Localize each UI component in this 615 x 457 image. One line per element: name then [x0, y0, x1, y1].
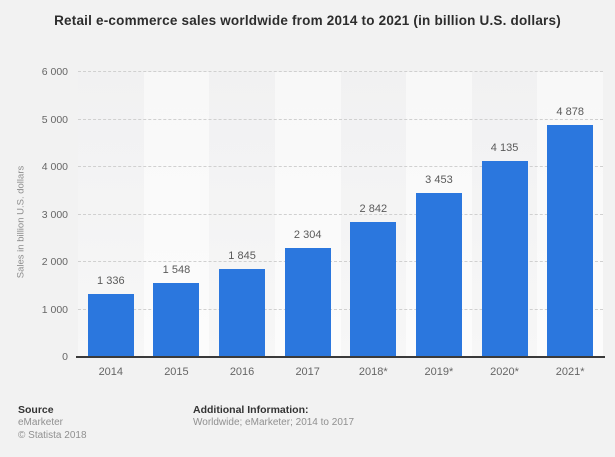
- source-line: eMarketer: [18, 417, 64, 428]
- x-tick-label: 2016: [229, 366, 255, 378]
- gridline: [78, 71, 603, 72]
- bar-value-label: 1 336: [97, 274, 125, 287]
- bar: [415, 192, 462, 357]
- chart-title: Retail e-commerce sales worldwide from 2…: [54, 13, 561, 28]
- gridline: [78, 261, 603, 262]
- footer-source-block: Source eMarketer © Statista 2018: [18, 404, 87, 442]
- category-cell: 1 845 2016: [209, 72, 275, 378]
- gridlines: [78, 71, 603, 357]
- y-tick-label: 0: [62, 351, 68, 363]
- footer-additional-block: Additional Information: Worldwide; eMark…: [193, 404, 354, 430]
- x-tick-label: 2020*: [490, 366, 519, 378]
- bar-value-label: 3 453: [425, 173, 453, 186]
- additional-information-heading: Additional Information:: [193, 404, 309, 416]
- gridline: [78, 213, 603, 215]
- gridline: [78, 166, 603, 167]
- bar-value-label: 1 548: [162, 264, 191, 277]
- plot-area: 1 336 2014 1 548 2015 1 845 2016 2 304 2017 2 84…: [78, 71, 603, 378]
- y-axis-tick-labels: 0 1 000 2 000 3 000 4 000 5 000 6 000: [0, 66, 68, 363]
- bar: [87, 293, 134, 357]
- x-tick-label: 2018*: [358, 366, 388, 378]
- category-cell: 2 842 2018*: [341, 72, 407, 378]
- category-cell: 3 453 2019*: [406, 72, 472, 378]
- x-tick-label: 2015: [164, 366, 189, 378]
- y-tick-label: 1 000: [41, 303, 68, 316]
- source-heading: Source: [18, 404, 54, 416]
- bar: [350, 222, 397, 357]
- gridline: [78, 118, 603, 120]
- gridline: [78, 308, 603, 310]
- category-cell: 2 304 2017: [275, 72, 341, 378]
- x-tick-label: 2021*: [555, 366, 585, 378]
- additional-information-line: Worldwide; eMarketer; 2014 to 2017: [193, 417, 355, 428]
- x-axis-line: [76, 356, 605, 358]
- bar: [219, 269, 266, 357]
- bar: [284, 247, 331, 357]
- bars-container: 1 336 2014 1 548 2015 1 845 2016 2 304 2017 2 84…: [78, 72, 603, 378]
- bar-value-label: 4 878: [556, 106, 584, 119]
- bar-value-label: 1 845: [228, 250, 256, 263]
- bar-value-label: 2 842: [359, 203, 388, 216]
- bar-value-label: 2 304: [293, 228, 322, 241]
- y-tick-label: 5 000: [41, 113, 68, 126]
- y-tick-label: 6 000: [41, 66, 68, 78]
- category-cell: 1 548 2015: [144, 72, 210, 378]
- bar: [547, 125, 594, 357]
- x-tick-label: 2017: [295, 366, 320, 378]
- y-tick-label: 2 000: [41, 256, 68, 268]
- category-cell: 4 135 2020*: [472, 72, 538, 378]
- bar: [481, 160, 528, 357]
- category-cell: 4 878 2021*: [537, 72, 603, 378]
- bar-value-label: 4 135: [490, 141, 519, 154]
- bar: [153, 283, 200, 357]
- y-tick-label: 4 000: [41, 161, 68, 173]
- category-cell: 1 336 2014: [78, 72, 144, 378]
- x-tick-label: 2014: [98, 366, 124, 378]
- y-tick-label: 3 000: [41, 208, 68, 221]
- x-tick-label: 2019*: [424, 366, 454, 378]
- statista-copyright: © Statista 2018: [18, 429, 87, 441]
